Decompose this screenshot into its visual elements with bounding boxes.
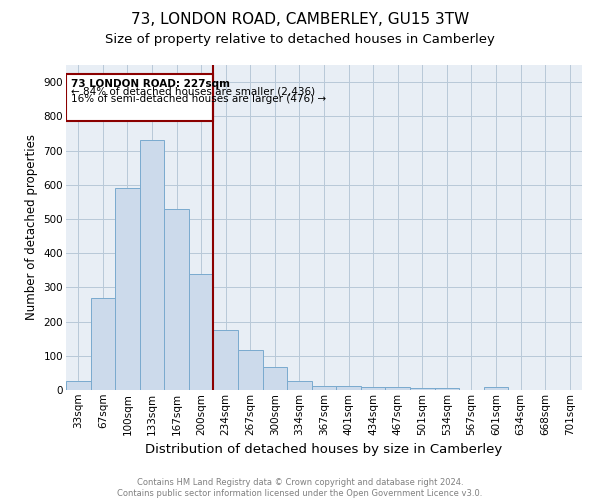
Text: Contains HM Land Registry data © Crown copyright and database right 2024.
Contai: Contains HM Land Registry data © Crown c…: [118, 478, 482, 498]
X-axis label: Distribution of detached houses by size in Camberley: Distribution of detached houses by size …: [145, 443, 503, 456]
Text: ← 84% of detached houses are smaller (2,436): ← 84% of detached houses are smaller (2,…: [71, 86, 315, 97]
Bar: [238, 350, 263, 390]
FancyBboxPatch shape: [66, 74, 214, 122]
Bar: [189, 274, 214, 390]
Bar: [91, 298, 115, 390]
Text: 73, LONDON ROAD, CAMBERLEY, GU15 3TW: 73, LONDON ROAD, CAMBERLEY, GU15 3TW: [131, 12, 469, 28]
Bar: [287, 382, 312, 390]
Bar: [385, 388, 410, 390]
Bar: [336, 386, 361, 390]
Bar: [312, 386, 336, 390]
Text: 16% of semi-detached houses are larger (476) →: 16% of semi-detached houses are larger (…: [71, 94, 326, 104]
Text: 73 LONDON ROAD: 227sqm: 73 LONDON ROAD: 227sqm: [71, 78, 230, 88]
Bar: [214, 330, 238, 390]
Bar: [164, 208, 189, 390]
Bar: [361, 388, 385, 390]
Bar: [140, 140, 164, 390]
Y-axis label: Number of detached properties: Number of detached properties: [25, 134, 38, 320]
Text: Size of property relative to detached houses in Camberley: Size of property relative to detached ho…: [105, 32, 495, 46]
Bar: [66, 382, 91, 390]
Bar: [434, 388, 459, 390]
Bar: [115, 188, 140, 390]
Bar: [410, 388, 434, 390]
Bar: [484, 388, 508, 390]
Bar: [263, 366, 287, 390]
